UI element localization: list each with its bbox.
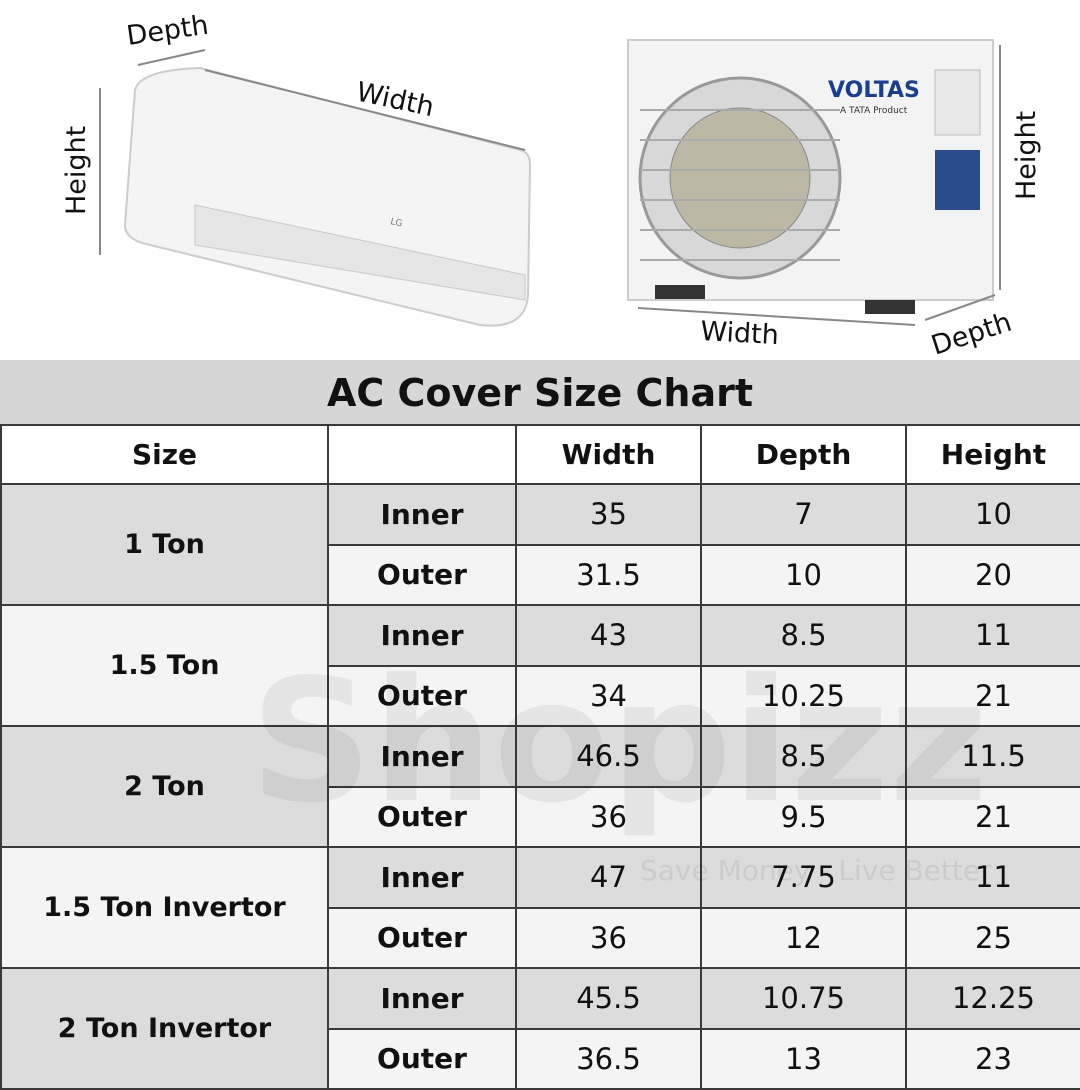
value-cell: 10.25 bbox=[700, 664, 907, 727]
size-cell: 1 Ton bbox=[0, 483, 329, 606]
size-cell: 2 Ton bbox=[0, 725, 329, 848]
table-row: 1.5 Ton Inner 43 8.5 11 bbox=[0, 604, 1080, 727]
value-cell: 8.5 bbox=[700, 725, 907, 788]
type-cell: Inner bbox=[327, 967, 517, 1030]
value-cell: 7 bbox=[700, 483, 907, 546]
table-row: Outer 36 12 25 bbox=[1, 906, 1080, 969]
value-cell: 10.75 bbox=[700, 967, 907, 1030]
type-cell: Outer bbox=[327, 785, 517, 848]
outdoor-height-label: Height bbox=[1011, 111, 1042, 200]
indoor-unit: LG Depth Width Height bbox=[61, 10, 532, 327]
header-cell: Height bbox=[905, 424, 1080, 485]
outdoor-width-label: Width bbox=[700, 316, 780, 351]
value-cell: 36 bbox=[515, 785, 702, 848]
value-cell: 7.75 bbox=[700, 846, 907, 909]
value-cell: 11 bbox=[905, 846, 1080, 909]
value-cell: 46.5 bbox=[515, 725, 702, 788]
value-cell: 35 bbox=[515, 483, 702, 546]
value-cell: 10 bbox=[700, 543, 907, 606]
header-cell: Depth bbox=[700, 424, 907, 485]
outdoor-unit: VOLTAS A TATA Product Height Width Depth bbox=[627, 39, 1042, 360]
type-cell: Inner bbox=[327, 604, 517, 667]
value-cell: 8.5 bbox=[700, 604, 907, 667]
header-row: Size Width Depth Height bbox=[0, 424, 1080, 485]
value-cell: 11.5 bbox=[905, 725, 1080, 788]
table-row: 2 Ton Invertor Inner 45.5 10.75 12.25 bbox=[0, 967, 1080, 1090]
value-cell: 9.5 bbox=[700, 785, 907, 848]
table-row: 1 Ton Inner 35 7 10 bbox=[0, 483, 1080, 606]
value-cell: 31.5 bbox=[515, 543, 702, 606]
value-cell: 25 bbox=[905, 906, 1080, 969]
outdoor-brand: VOLTAS bbox=[828, 78, 920, 103]
table-row: 2 Ton Inner 46.5 8.5 11.5 bbox=[0, 725, 1080, 848]
value-cell: 10 bbox=[905, 483, 1080, 546]
table-row: Outer 31.5 10 20 bbox=[1, 543, 1080, 606]
size-cell: 2 Ton Invertor bbox=[0, 967, 329, 1090]
value-cell: 43 bbox=[515, 604, 702, 667]
product-illustrations: LG Depth Width Height VOLTAS A TATA Prod… bbox=[61, 10, 1042, 360]
value-cell: 34 bbox=[515, 664, 702, 727]
size-cell: 1.5 Ton bbox=[0, 604, 329, 727]
value-cell: 21 bbox=[905, 785, 1080, 848]
indoor-brand: LG bbox=[389, 217, 403, 229]
size-table: Size Width Depth Height 1 Ton Inner 35 7 10 Oute… bbox=[0, 424, 1080, 1090]
header-cell: Size bbox=[0, 424, 329, 485]
table-row: 1.5 Ton Invertor Inner 47 7.75 11 bbox=[0, 846, 1080, 969]
chart-title: AC Cover Size Chart bbox=[326, 371, 754, 415]
value-cell: 20 bbox=[905, 543, 1080, 606]
value-cell: 12.25 bbox=[905, 967, 1080, 1030]
type-cell: Inner bbox=[327, 846, 517, 909]
value-cell: 36 bbox=[515, 906, 702, 969]
type-cell: Inner bbox=[327, 483, 517, 546]
type-cell: Outer bbox=[327, 906, 517, 969]
type-cell: Outer bbox=[327, 543, 517, 606]
type-cell: Inner bbox=[327, 725, 517, 788]
value-cell: 11 bbox=[905, 604, 1080, 667]
size-cell: 1.5 Ton Invertor bbox=[0, 846, 329, 969]
table-row: Outer 36 9.5 21 bbox=[1, 785, 1080, 848]
header-cell-blank bbox=[327, 424, 517, 485]
header-cell: Width bbox=[515, 424, 702, 485]
value-cell: 12 bbox=[700, 906, 907, 969]
table-row: Outer 34 10.25 21 bbox=[1, 664, 1080, 727]
value-cell: 47 bbox=[515, 846, 702, 909]
indoor-depth-label: Depth bbox=[125, 10, 211, 52]
type-cell: Outer bbox=[327, 664, 517, 727]
size-chart: AC Cover Size Chart Size Width Depth Height… bbox=[0, 360, 1080, 1090]
indoor-height-label: Height bbox=[61, 126, 92, 215]
outdoor-tagline: A TATA Product bbox=[840, 106, 908, 116]
value-cell: 21 bbox=[905, 664, 1080, 727]
value-cell: 45.5 bbox=[515, 967, 702, 1030]
